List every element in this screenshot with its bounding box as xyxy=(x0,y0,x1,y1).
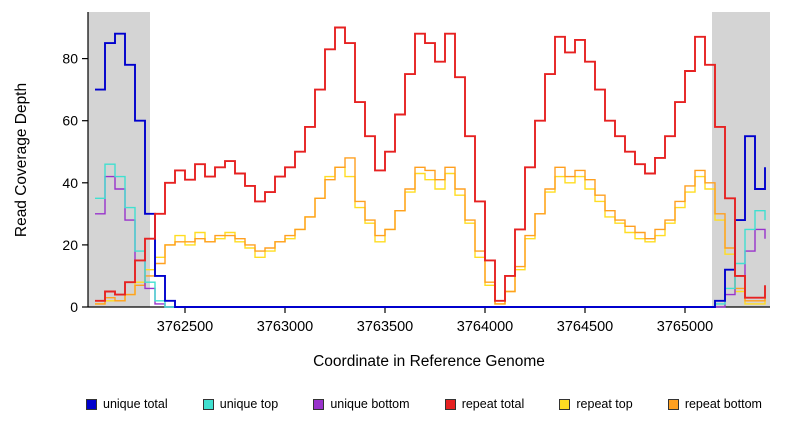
x-tick-label: 3763000 xyxy=(257,319,313,335)
chart-legend: unique total unique top unique bottom repea… xyxy=(86,397,762,411)
legend-label: unique top xyxy=(219,397,279,411)
y-tick-label: 80 xyxy=(62,51,78,67)
x-axis-title: Coordinate in Reference Genome xyxy=(313,353,545,370)
legend-swatch xyxy=(667,398,679,410)
y-tick-label: 0 xyxy=(70,299,78,315)
x-tick-label: 3762500 xyxy=(157,319,213,335)
series-line-repeat-total xyxy=(95,26,766,302)
y-tick-label: 40 xyxy=(62,175,78,191)
x-tick-label: 3763500 xyxy=(357,319,413,335)
legend-swatch xyxy=(313,398,325,410)
legend-swatch xyxy=(202,398,214,410)
legend-label: unique bottom xyxy=(330,397,410,411)
legend-label: unique total xyxy=(103,397,168,411)
legend-swatch xyxy=(559,398,571,410)
legend-item: repeat bottom xyxy=(667,397,762,411)
legend-label: repeat top xyxy=(576,397,633,411)
legend-label: repeat bottom xyxy=(684,397,762,411)
coverage-plot: Coordinate in Reference Genome Read Cove… xyxy=(13,12,770,370)
legend-item: repeat top xyxy=(559,397,633,411)
series-line-repeat-top xyxy=(95,166,766,305)
legend-item: unique total xyxy=(86,397,168,411)
y-axis-title: Read Coverage Depth xyxy=(13,83,30,237)
legend-item: repeat total xyxy=(444,397,525,411)
y-tick-label: 60 xyxy=(62,113,78,129)
shaded-region xyxy=(712,12,770,307)
x-tick-label: 3764500 xyxy=(557,319,613,335)
legend-item: unique top xyxy=(202,397,279,411)
series-line-unique-total xyxy=(95,32,766,308)
legend-item: unique bottom xyxy=(313,397,410,411)
legend-swatch xyxy=(444,398,456,410)
legend-label: repeat total xyxy=(461,397,525,411)
shaded-region xyxy=(88,12,150,307)
y-tick-label: 20 xyxy=(62,237,78,253)
legend-swatch xyxy=(86,398,97,410)
x-tick-label: 3764000 xyxy=(457,319,513,335)
series-line-repeat-bottom xyxy=(95,157,766,305)
x-tick-label: 3765000 xyxy=(657,319,713,335)
